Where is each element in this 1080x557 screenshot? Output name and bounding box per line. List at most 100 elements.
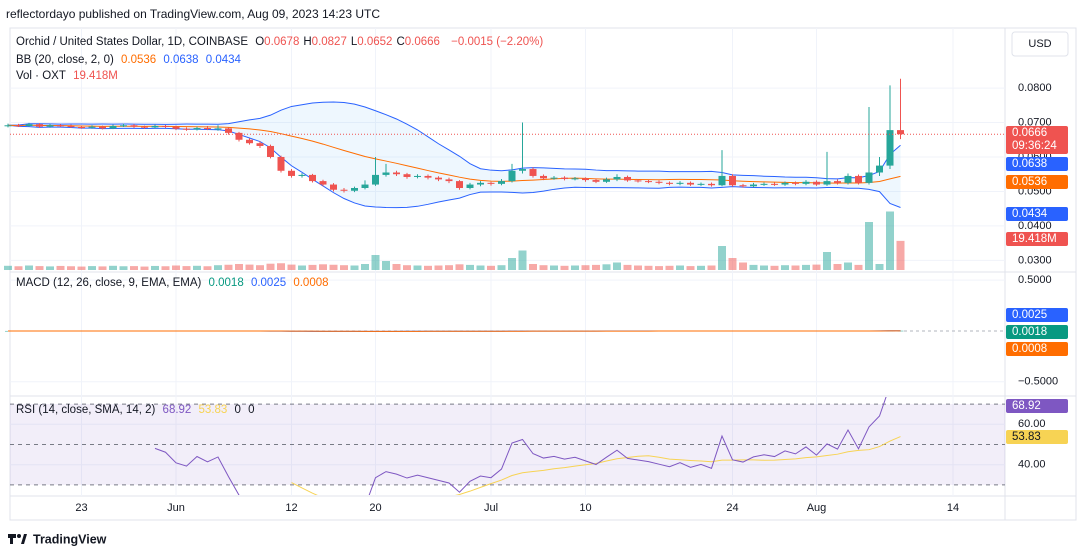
candle-body xyxy=(267,145,274,157)
volume-bar xyxy=(760,265,768,270)
bb-legend: BB (20, close, 2, 0) 0.0536 0.0638 0.043… xyxy=(16,54,245,66)
x-tick-label: 12 xyxy=(285,502,297,514)
candle-body xyxy=(319,181,327,185)
y-tick-label: 40.00 xyxy=(1018,459,1046,471)
candle-body xyxy=(99,126,106,129)
volume-bar xyxy=(413,265,422,270)
vol-legend: Vol · OXT 19.418M xyxy=(16,70,122,82)
volume-bar xyxy=(844,262,852,270)
candle-body xyxy=(655,181,663,183)
bb-upper-label: 0.0638 xyxy=(1006,157,1068,171)
candle-body xyxy=(697,183,705,185)
x-tick-label: Aug xyxy=(807,502,827,514)
hist-label: 0.0018 xyxy=(1006,325,1068,339)
volume-bar xyxy=(67,266,75,270)
volume-bar xyxy=(718,246,726,270)
candle-body xyxy=(708,183,715,186)
volume-bar xyxy=(382,261,390,270)
volume-bar xyxy=(434,265,443,270)
volume-bar xyxy=(707,265,716,270)
candle-body xyxy=(466,184,474,188)
volume-bar xyxy=(403,265,411,270)
volume-bar xyxy=(571,265,579,270)
x-tick-label: Jun xyxy=(167,502,185,514)
candle-body xyxy=(582,178,589,181)
rsi-ma-label: 53.83 xyxy=(1006,430,1068,444)
candle-body xyxy=(844,175,852,183)
x-tick-label: 10 xyxy=(579,502,591,514)
candle-body xyxy=(382,172,390,175)
candle-body xyxy=(330,184,337,190)
volume-bar xyxy=(812,264,821,270)
volume-bar xyxy=(455,264,464,270)
candle-body xyxy=(487,182,495,184)
volume-bar xyxy=(508,258,516,270)
y-tick-label: 60.00 xyxy=(1018,418,1046,430)
volume-bar xyxy=(476,265,485,270)
candle-body xyxy=(865,172,873,183)
bb-upper xyxy=(7,101,901,180)
x-tick-label: Jul xyxy=(484,502,498,514)
bb-value: 0.0536 xyxy=(121,54,157,66)
candle-body xyxy=(645,181,652,183)
volume-bar xyxy=(98,266,107,270)
currency[interactable]: USD xyxy=(1028,38,1051,50)
candle-body xyxy=(214,128,222,130)
volume-bar xyxy=(581,265,590,270)
ohlc-key: H xyxy=(303,36,312,48)
volume-bar xyxy=(277,263,285,270)
candle-body xyxy=(424,175,432,178)
volume-bar xyxy=(329,264,338,270)
vol-name: Vol · OXT xyxy=(16,70,66,82)
volume-bar xyxy=(224,264,233,270)
candle-body xyxy=(372,174,379,185)
volume-bar xyxy=(676,265,684,270)
volume-bar xyxy=(151,265,159,270)
ohlc-key: L xyxy=(350,36,358,48)
volume-bar xyxy=(161,266,170,270)
volume-bar xyxy=(130,266,138,270)
volume-bar xyxy=(245,264,254,270)
volume-label: 19.418M xyxy=(1006,232,1068,246)
candle-body xyxy=(855,175,862,183)
bb-name: BB (20, close, 2, 0) xyxy=(16,54,114,66)
candle-body xyxy=(246,139,253,144)
rsi-legend: RSI (14, close, SMA, 14, 2) 68.92 53.83 … xyxy=(16,404,259,416)
volume-bar xyxy=(77,266,86,270)
volume-bar xyxy=(739,262,747,270)
currency-box[interactable] xyxy=(1011,31,1069,57)
candle-body xyxy=(25,124,33,126)
ohlc-value: 0.0666 xyxy=(404,36,440,48)
price-label: 0.0666 09:36:24 xyxy=(1006,126,1068,154)
volume-bar xyxy=(424,265,432,270)
y-tick-label: 0.0700 xyxy=(1018,116,1052,128)
bb-value: 0.0434 xyxy=(205,54,241,66)
change: −0.0015 (−2.20%) xyxy=(451,36,544,48)
volume-bar xyxy=(308,264,317,270)
candle-body xyxy=(256,143,264,146)
candle-body xyxy=(36,124,43,127)
ohlc-key: O xyxy=(255,36,265,48)
last-price: 0.0666 xyxy=(1012,127,1048,139)
volume-bar xyxy=(854,264,863,270)
rsi-value: 68.92 xyxy=(162,404,192,416)
rsi-name: RSI (14, close, SMA, 14, 2) xyxy=(16,404,156,416)
volume-bar xyxy=(697,265,705,270)
candle-body xyxy=(477,182,484,185)
candle-body xyxy=(361,184,369,188)
rsi-value: 0 xyxy=(248,404,255,416)
candle-body xyxy=(193,128,201,130)
candle-body xyxy=(130,125,138,127)
volume-bar xyxy=(896,240,905,270)
candle-body xyxy=(67,125,75,128)
volume-bar xyxy=(109,265,117,270)
volume-bar xyxy=(833,264,842,270)
candle-body xyxy=(634,180,642,182)
candle-body xyxy=(141,126,148,128)
candle-body xyxy=(109,125,117,129)
candle-body xyxy=(46,125,54,127)
volume-bar xyxy=(193,265,201,270)
candle-body xyxy=(151,125,159,128)
